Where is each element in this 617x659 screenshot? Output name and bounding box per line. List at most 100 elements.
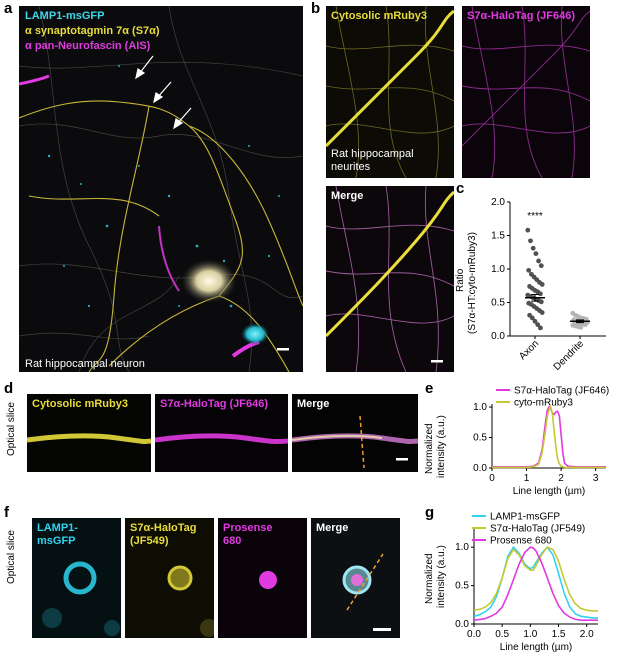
c-point-axon xyxy=(535,322,541,328)
panel-b-mruby-tile: Cytosolic mRuby3 Rat hippocampal neurite… xyxy=(326,6,454,178)
g-ytick-label: 0.5 xyxy=(455,581,469,592)
e-series-line xyxy=(492,405,606,469)
g-series-line xyxy=(473,546,598,621)
panel-f-tile-prosense: Prosense 680 xyxy=(218,518,307,638)
d-halotag-image xyxy=(155,394,288,472)
halotag-image xyxy=(462,6,590,178)
d-mruby-label: Cytosolic mRuby3 xyxy=(32,398,128,410)
panel-d-tile-merge: Merge xyxy=(292,394,418,472)
panel-a-letter: a xyxy=(4,0,13,17)
panel-c-chart: 0.0 0.5 1.0 1.5 2.0 Axon Dendrite **** xyxy=(491,197,606,373)
g-xtick-label: 2.0 xyxy=(580,629,594,640)
panel-e-ylabel-2: intensity (a.u.) xyxy=(436,415,447,478)
panel-b-letter: b xyxy=(311,0,321,17)
panel-d-tile-halotag: S7α-HaloTag (JF646) xyxy=(155,394,288,472)
g-legend-label: S7α-HaloTag (JF549) xyxy=(490,524,585,535)
g-legend-label: LAMP1-msGFP xyxy=(490,512,560,523)
merge-image xyxy=(326,186,454,372)
panel-f-tile-lamp1: LAMP1- msGFP xyxy=(32,518,121,638)
g-ytick-label: 0.0 xyxy=(455,619,469,630)
f-lamp1-image xyxy=(32,518,121,638)
g-xtick-label: 1.0 xyxy=(523,629,537,640)
panel-a-caption: Rat hippocampal neuron xyxy=(25,358,145,370)
c-point-axon xyxy=(525,227,531,233)
c-point-dendrite xyxy=(583,322,588,328)
c-point-axon xyxy=(538,263,544,269)
c-point-axon xyxy=(539,310,545,315)
panel-c-letter: c xyxy=(456,180,465,197)
panel-e-chart: 0.0 0.5 1.0 0 1 2 3 Line length (µm) S7α-HaloTag… xyxy=(473,386,609,498)
panel-e-letter: e xyxy=(425,380,434,397)
f-merge-image xyxy=(311,518,400,638)
panel-g-ylabel-1: Normalized xyxy=(424,553,435,604)
e-ytick-label: 0.5 xyxy=(473,433,487,444)
c-point-axon xyxy=(538,291,543,297)
synaptotagmin-label: α synaptotagmin 7α (S7α) xyxy=(25,25,160,37)
lamp1-label: LAMP1-msGFP xyxy=(25,10,105,22)
e-ytick-label: 0.0 xyxy=(473,463,487,474)
neurofascin-label: α pan-Neurofascin (AIS) xyxy=(25,40,151,52)
c-point-axon xyxy=(538,325,543,331)
c-significance: **** xyxy=(527,211,543,222)
f-halotag-image xyxy=(125,518,214,638)
c-point-axon xyxy=(528,238,533,244)
panel-d-side-label: Optical slice xyxy=(6,402,17,456)
g-series-line xyxy=(473,545,598,619)
c-point-axon xyxy=(536,258,541,264)
e-xtick-label: 1 xyxy=(524,473,530,484)
f-lamp1-label: LAMP1- msGFP xyxy=(37,522,78,547)
c-ytick-label: 0.5 xyxy=(491,298,505,309)
panel-f-tile-halotag: S7α-HaloTag (JF549) xyxy=(125,518,214,638)
mruby-image xyxy=(326,6,454,178)
panel-c-ylabel-2: (S7α-HT:cyto-mRuby3) xyxy=(467,232,478,334)
panel-b-caption: Rat hippocampal neurites xyxy=(331,148,414,173)
d-halotag-label: S7α-HaloTag (JF646) xyxy=(160,398,269,410)
c-point-axon xyxy=(529,315,535,321)
panel-a-micrograph: LAMP1-msGFP α synaptotagmin 7α (S7α) α p… xyxy=(19,6,303,372)
d-merge-label: Merge xyxy=(297,398,330,410)
g-xtick-label: 1.5 xyxy=(552,629,566,640)
g-xtick-label: 0.5 xyxy=(495,629,509,640)
neuron-image xyxy=(19,6,303,372)
panel-b-halotag-tile: S7α-HaloTag (JF646) xyxy=(462,6,590,178)
g-xtick-label: 0.0 xyxy=(467,629,481,640)
panel-g-letter: g xyxy=(425,504,435,521)
e-xlabel: Line length (µm) xyxy=(513,486,585,497)
e-ytick-label: 1.0 xyxy=(473,402,487,413)
c-point-axon xyxy=(538,299,544,305)
c-point-axon xyxy=(532,318,538,324)
f-merge-label: Merge xyxy=(316,522,349,534)
panel-g-ylabel-2: intensity (a.u.) xyxy=(436,545,447,608)
e-xtick-label: 0 xyxy=(489,473,495,484)
e-xtick-label: 3 xyxy=(593,473,599,484)
c-xtick-label: Axon xyxy=(517,338,541,362)
g-ytick-label: 1.0 xyxy=(455,542,469,553)
e-series-line xyxy=(492,405,606,468)
c-point-axon xyxy=(539,282,545,287)
f-prosense-image xyxy=(218,518,307,638)
c-ytick-label: 2.0 xyxy=(491,197,505,208)
panel-b-merge-tile: Merge xyxy=(326,186,454,372)
g-series-line xyxy=(473,546,598,612)
c-ytick-label: 1.5 xyxy=(491,231,505,242)
panel-e-ylabel-1: Normalized xyxy=(424,423,435,474)
f-prosense-label: Prosense 680 xyxy=(223,522,273,547)
c-point-axon xyxy=(533,251,539,256)
c-point-axon xyxy=(530,245,536,251)
c-xtick-label: Dendrite xyxy=(552,338,587,373)
panel-d-letter: d xyxy=(4,380,14,397)
c-ytick-label: 1.0 xyxy=(491,264,505,275)
d-mruby-image xyxy=(27,394,151,472)
g-xlabel: Line length (µm) xyxy=(500,642,572,653)
panel-f-side-label: Optical slice xyxy=(6,530,17,584)
panel-g-chart: 0.0 0.5 1.0 0.0 0.5 1.0 1.5 2.0 Line length (µm)… xyxy=(455,512,598,653)
panel-c-ylabel-1: Ratio xyxy=(455,268,466,292)
f-halotag-label: S7α-HaloTag (JF549) xyxy=(130,522,197,547)
merge-label: Merge xyxy=(331,190,364,202)
c-ytick-label: 0.0 xyxy=(491,331,505,342)
e-legend-label: S7α-HaloTag (JF646) xyxy=(514,386,609,397)
e-xtick-label: 2 xyxy=(558,473,564,484)
e-legend-label: cyto-mRuby3 xyxy=(514,398,573,409)
c-point-axon xyxy=(526,267,532,273)
mruby-label: Cytosolic mRuby3 xyxy=(331,10,427,22)
